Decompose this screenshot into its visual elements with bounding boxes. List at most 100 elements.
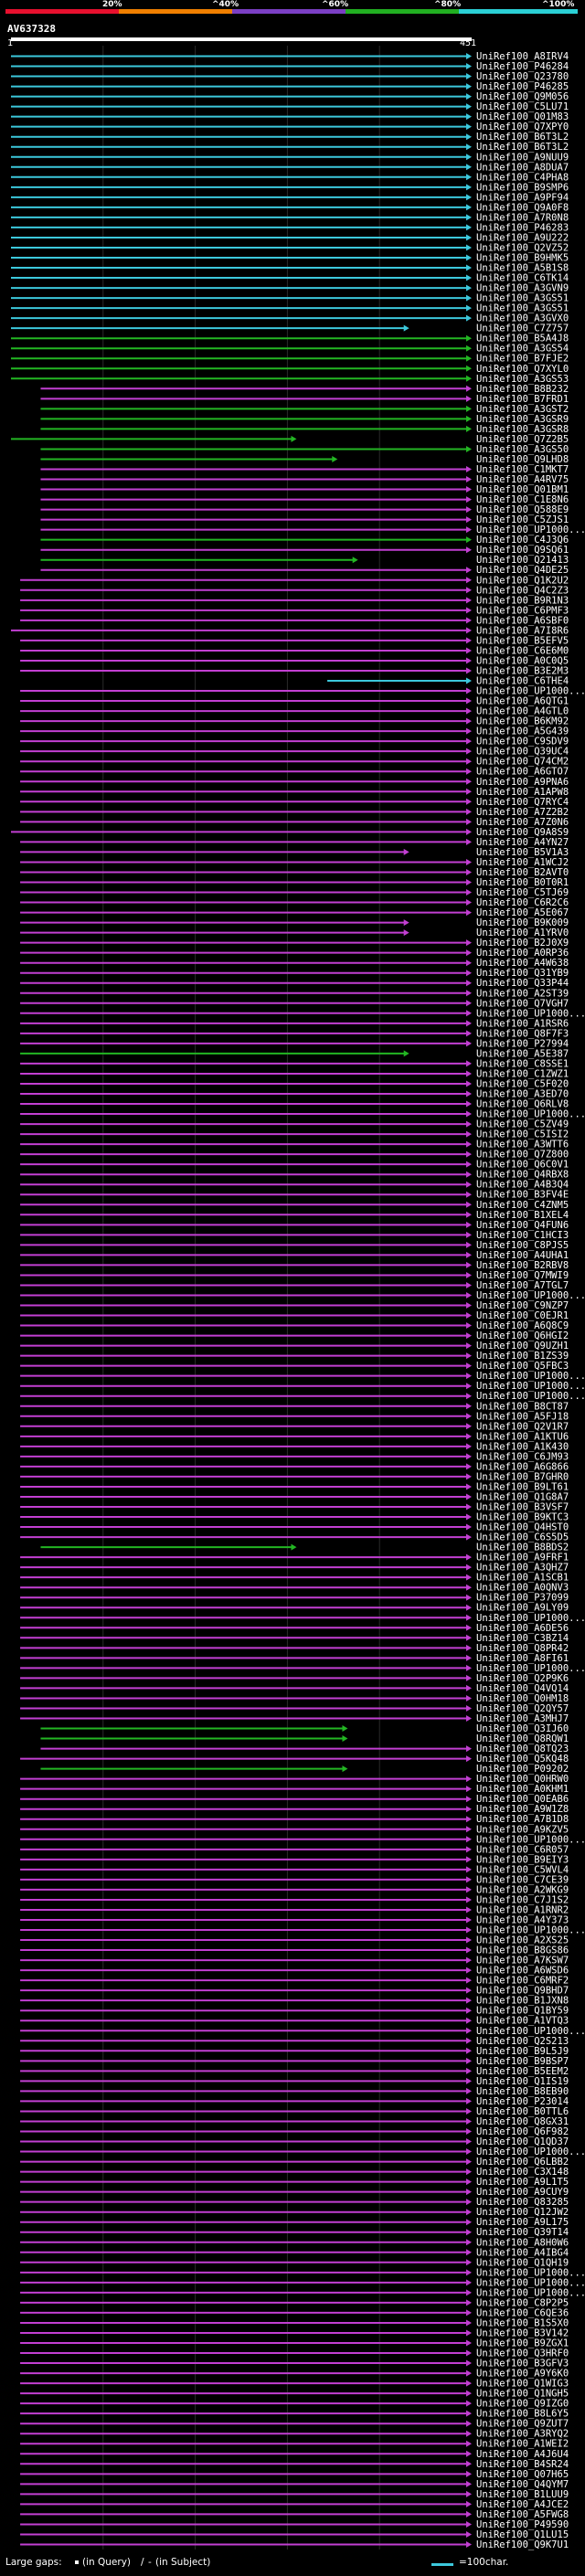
hit-label[interactable]: UniRef100_C5LU71	[476, 101, 569, 112]
hit-label[interactable]: UniRef100_B1LUU9	[476, 2489, 569, 2500]
hit-label[interactable]: UniRef100_A3GVN9	[476, 283, 569, 294]
hit-label[interactable]: UniRef100_A9W1Z8	[476, 1804, 569, 1815]
hit-label[interactable]: UniRef100_C6R057	[476, 1844, 569, 1855]
hit-label[interactable]: UniRef100_Q9A8S9	[476, 827, 569, 838]
hit-label[interactable]: UniRef100_Q2P9K6	[476, 1673, 569, 1684]
hit-label[interactable]: UniRef100_C8PJS5	[476, 1240, 569, 1251]
hit-label[interactable]: UniRef100_A0KHM1	[476, 1784, 569, 1795]
hit-label[interactable]: UniRef100_C6E6M0	[476, 645, 569, 656]
hit-label[interactable]: UniRef100_A7Z0N6	[476, 817, 569, 828]
hit-label[interactable]: UniRef100_A3RYQ2	[476, 2429, 569, 2440]
hit-label[interactable]: UniRef100_A3WTT6	[476, 1140, 569, 1150]
hit-label[interactable]: UniRef100_Q7Z2B5	[476, 434, 569, 445]
hit-label[interactable]: UniRef100_UP1000...	[476, 2287, 585, 2298]
hit-label[interactable]: UniRef100_A5E387	[476, 1048, 569, 1059]
hit-label[interactable]: UniRef100_B7GHR0	[476, 1471, 569, 1482]
hit-label[interactable]: UniRef100_B1S5X0	[476, 2317, 569, 2328]
hit-label[interactable]: UniRef100_Q1WIG3	[476, 2379, 569, 2390]
hit-label[interactable]: UniRef100_A3ED70	[476, 1089, 569, 1100]
hit-label[interactable]: UniRef100_C9SDV9	[476, 737, 569, 747]
hit-label[interactable]: UniRef100_Q9UZH1	[476, 1341, 569, 1352]
hit-label[interactable]: UniRef100_B3E2M3	[476, 665, 569, 676]
hit-label[interactable]: UniRef100_C1E8N6	[476, 494, 569, 505]
hit-label[interactable]: UniRef100_A2WKG9	[476, 1884, 569, 1895]
hit-label[interactable]: UniRef100_A4IBG4	[476, 2247, 569, 2258]
hit-label[interactable]: UniRef100_P37099	[476, 1593, 569, 1604]
hit-label[interactable]: UniRef100_A4W638	[476, 958, 569, 969]
hit-label[interactable]: UniRef100_Q0HRW0	[476, 1774, 569, 1785]
hit-label[interactable]: UniRef100_Q7MWI9	[476, 1270, 569, 1281]
hit-label[interactable]: UniRef100_Q8PR42	[476, 1643, 569, 1654]
hit-label[interactable]: UniRef100_B0T0R1	[476, 877, 569, 888]
hit-label[interactable]: UniRef100_A8IRV4	[476, 51, 569, 62]
hit-label[interactable]: UniRef100_C1MKT7	[476, 464, 569, 475]
hit-label[interactable]: UniRef100_Q2QY57	[476, 1703, 569, 1714]
hit-label[interactable]: UniRef100_B9BSP7	[476, 2056, 569, 2067]
hit-label[interactable]: UniRef100_B4SR24	[476, 2459, 569, 2470]
hit-label[interactable]: UniRef100_C5TJ69	[476, 887, 569, 898]
hit-label[interactable]: UniRef100_A1WCJ2	[476, 857, 569, 868]
hit-label[interactable]: UniRef100_UP1000...	[476, 525, 585, 535]
hit-label[interactable]: UniRef100_C5ISI2	[476, 1129, 569, 1140]
hit-label[interactable]: UniRef100_A6QTG1	[476, 696, 569, 707]
hit-label[interactable]: UniRef100_A3GS50	[476, 444, 569, 455]
hit-label[interactable]: UniRef100_Q07H65	[476, 2469, 569, 2480]
hit-label[interactable]: UniRef100_Q588E9	[476, 504, 569, 515]
hit-label[interactable]: UniRef100_Q7VGH7	[476, 998, 569, 1009]
hit-label[interactable]: UniRef100_Q01M83	[476, 111, 569, 122]
hit-label[interactable]: UniRef100_A9U222	[476, 232, 569, 243]
hit-label[interactable]: UniRef100_Q6RLV8	[476, 1099, 569, 1110]
hit-label[interactable]: UniRef100_A1YRV0	[476, 928, 569, 938]
hit-label[interactable]: UniRef100_B9HMK5	[476, 252, 569, 263]
hit-label[interactable]: UniRef100_A3GSR9	[476, 414, 569, 425]
hit-label[interactable]: UniRef100_Q1K2U2	[476, 575, 569, 586]
hit-label[interactable]: UniRef100_A0QNV3	[476, 1583, 569, 1594]
hit-label[interactable]: UniRef100_Q3HRF0	[476, 2348, 569, 2359]
hit-label[interactable]: UniRef100_A4JCE2	[476, 2499, 569, 2510]
hit-label[interactable]: UniRef100_Q01BM1	[476, 484, 569, 495]
hit-label[interactable]: UniRef100_Q8F7F3	[476, 1028, 569, 1039]
hit-label[interactable]: UniRef100_B3GFV3	[476, 2359, 569, 2369]
hit-label[interactable]: UniRef100_A6G866	[476, 1461, 569, 1472]
hit-label[interactable]: UniRef100_C6TK14	[476, 273, 569, 284]
hit-label[interactable]: UniRef100_C7Z757	[476, 323, 569, 334]
hit-label[interactable]: UniRef100_A3GVX0	[476, 313, 569, 324]
hit-label[interactable]: UniRef100_Q1NGH5	[476, 2389, 569, 2400]
hit-label[interactable]: UniRef100_B0TTL6	[476, 2106, 569, 2117]
hit-label[interactable]: UniRef100_Q3IJ60	[476, 1723, 569, 1734]
hit-label[interactable]: UniRef100_A4Y373	[476, 1914, 569, 1925]
hit-label[interactable]: UniRef100_Q9LHD8	[476, 454, 569, 465]
hit-label[interactable]: UniRef100_C8P2P5	[476, 2297, 569, 2308]
hit-label[interactable]: UniRef100_Q9BHD7	[476, 1986, 569, 1997]
hit-label[interactable]: UniRef100_B3FV4E	[476, 1190, 569, 1201]
hit-label[interactable]: UniRef100_C6R2C6	[476, 897, 569, 908]
hit-label[interactable]: UniRef100_B8EB90	[476, 2086, 569, 2097]
hit-label[interactable]: UniRef100_C1HCI3	[476, 1230, 569, 1241]
hit-label[interactable]: UniRef100_C6MRF2	[476, 1976, 569, 1987]
hit-label[interactable]: UniRef100_C7J1S2	[476, 1894, 569, 1905]
hit-label[interactable]: UniRef100_A1K430	[476, 1441, 569, 1452]
hit-label[interactable]: UniRef100_B8BDS2	[476, 1542, 569, 1553]
hit-label[interactable]: UniRef100_A1KTU6	[476, 1431, 569, 1442]
hit-label[interactable]: UniRef100_A1RNR2	[476, 1904, 569, 1915]
hit-label[interactable]: UniRef100_UP1000...	[476, 686, 585, 697]
hit-label[interactable]: UniRef100_A6DE56	[476, 1623, 569, 1634]
hit-label[interactable]: UniRef100_Q7RYC4	[476, 797, 569, 808]
hit-label[interactable]: UniRef100_UP1000...	[476, 1371, 585, 1382]
hit-label[interactable]: UniRef100_C4PHA8	[476, 172, 569, 183]
hit-label[interactable]: UniRef100_C5F020	[476, 1078, 569, 1089]
hit-label[interactable]: UniRef100_UP1000...	[476, 2277, 585, 2288]
hit-label[interactable]: UniRef100_C5WVL4	[476, 1864, 569, 1875]
hit-label[interactable]: UniRef100_C6JM93	[476, 1451, 569, 1462]
hit-label[interactable]: UniRef100_C3BZ14	[476, 1633, 569, 1644]
hit-label[interactable]: UniRef100_UP1000...	[476, 1391, 585, 1402]
hit-label[interactable]: UniRef100_A8DUA7	[476, 162, 569, 173]
hit-label[interactable]: UniRef100_A1APW8	[476, 787, 569, 798]
hit-label[interactable]: UniRef100_A7R0N8	[476, 212, 569, 223]
hit-label[interactable]: UniRef100_A3GS54	[476, 344, 569, 355]
hit-label[interactable]: UniRef100_A6GTO7	[476, 767, 569, 778]
hit-label[interactable]: UniRef100_C6S5D5	[476, 1532, 569, 1543]
hit-label[interactable]: UniRef100_A9PF94	[476, 192, 569, 203]
hit-label[interactable]: UniRef100_A5B1S8	[476, 263, 569, 274]
hit-label[interactable]: UniRef100_B9R1N3	[476, 595, 569, 606]
